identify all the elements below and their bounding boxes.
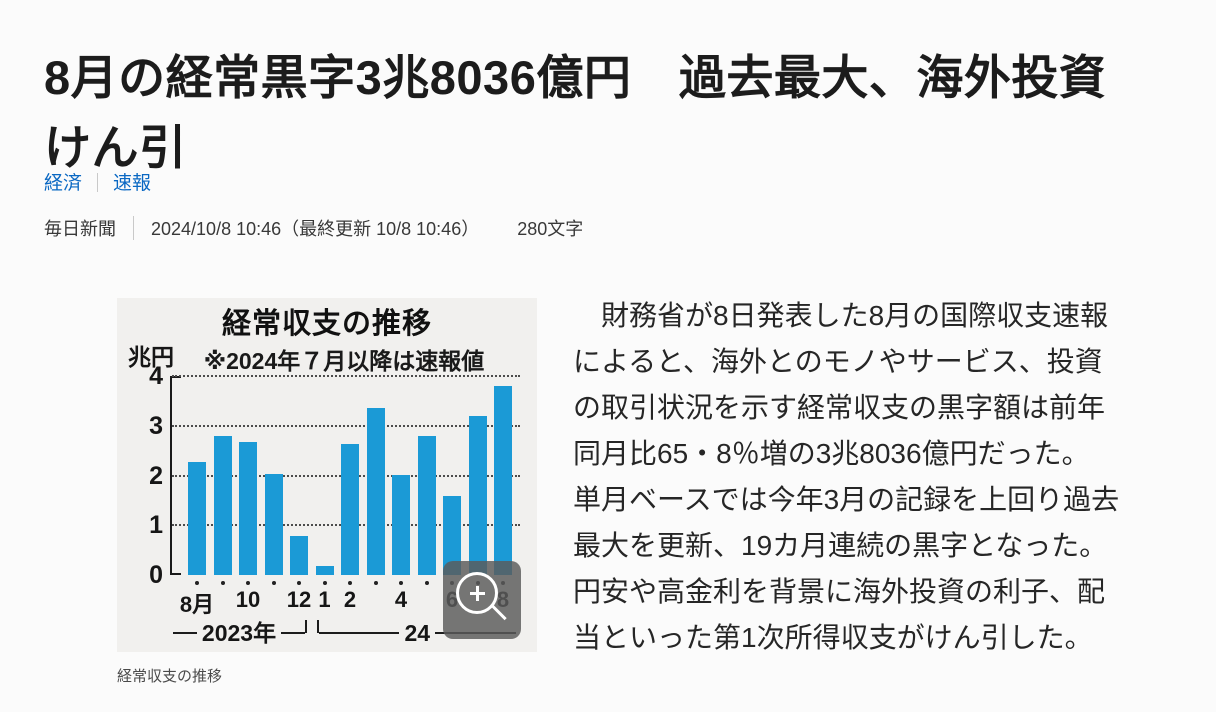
bar [417,435,436,575]
magnifier-plus-icon [456,572,498,614]
y-axis-tick: 4 [149,362,163,390]
zoom-in-button[interactable] [443,561,521,639]
x-axis-tick-label: 10 [235,587,261,612]
category-link-breaking[interactable]: 速報 [113,173,152,194]
article-body: 財務省が8日発表した8月の国際収支速報 によると、海外とのモノやサービス、投資 の取… [573,293,1163,661]
source-name: 毎日新聞 [44,219,116,239]
breadcrumb: 経済 速報 [44,168,151,195]
year-bracket-line [173,632,197,634]
article-text-line: 単月ベースでは今年3月の記録を上回り過去 [573,484,1120,515]
article-text-line: 同月比65・8％増の3兆8036億円だった。 [573,438,1090,469]
x-axis-tick-dot [297,581,301,585]
year-group-bracket: 2023年 [173,620,308,646]
x-axis-tick-label: 4 [394,587,408,612]
byline-separator [133,216,134,240]
x-axis-tick-label: 2 [343,587,357,612]
category-link-economy[interactable]: 経済 [44,173,83,194]
character-count: 280文字 [517,219,584,239]
page-title-line: 8月の経常黒字3兆8036億円 過去最大、海外投資 [44,51,1107,105]
bar [392,474,410,575]
gridline [172,424,520,427]
chart-canvas: 経常収支の推移 ※2024年７月以降は速報値 兆円 0 1 2 3 4 8月 10 12 1 2 4… [117,298,537,652]
y-axis-bottom-cap [170,573,181,575]
bar [494,385,512,575]
gridline [172,375,520,377]
x-axis-tick-dot [424,581,429,585]
article-text-line: 円安や高金利を背景に海外投資の利子、配 [573,576,1106,607]
y-axis-tick: 0 [149,561,163,589]
x-axis-tick-dot [246,581,250,585]
x-axis-tick-label: 12 [286,587,312,612]
bar [213,435,232,575]
bar [239,441,257,575]
publish-timestamp: 2024/10/8 10:46（最終更新 10/8 10:46） [151,219,480,239]
category-separator [97,172,99,192]
year-bracket-line [305,620,308,633]
article-text-line: 当といった第1次所得収支がけん引した。 [573,622,1093,653]
plus-icon-vertical [476,586,479,601]
x-axis-tick-dot [322,581,327,585]
bar [366,408,385,575]
page-title-line: けん引 [44,121,187,175]
article-text-line: によると、海外とのモノやサービス、投資 [573,346,1103,377]
bar [290,536,308,575]
bar [264,474,283,575]
bar [188,461,206,575]
year-group-label: 24 [404,620,431,646]
chart-image[interactable]: 経常収支の推移 ※2024年７月以降は速報値 兆円 0 1 2 3 4 8月 10 12 1 2 4… [117,298,537,652]
figure-caption: 経常収支の推移 [117,668,223,685]
x-axis-tick-dot [271,581,276,585]
y-axis-tick: 3 [149,411,163,440]
x-axis-tick-dot [399,581,403,585]
bar [315,565,334,575]
y-axis-tick: 1 [149,511,163,540]
y-axis-tick: 2 [149,461,163,490]
bar [468,416,487,575]
article-text-line: の取引状況を示す経常収支の黒字額は前年 [573,392,1106,423]
x-axis-tick-label: 1 [318,587,331,612]
page-title: 8月の経常黒字3兆8036億円 過去最大、海外投資 けん引 [44,43,1204,183]
byline: 毎日新聞 2024/10/8 10:46（最終更新 10/8 10:46） 28… [44,215,583,241]
year-group-label: 2023年 [201,620,277,646]
x-axis-tick-dot [373,581,378,585]
x-axis-tick-dot [348,581,352,585]
article-text-line: 最大を更新、19カ月連続の黒字となった。 [573,530,1108,561]
y-axis-top-cap [170,376,181,378]
x-axis-tick-dot [220,581,225,585]
bar [341,443,359,575]
chart-title: 経常収支の推移 [221,308,432,340]
y-axis-unit-label: 兆円 [128,344,174,370]
x-axis-tick-dot [195,581,199,585]
chart-subtitle: ※2024年７月以降は速報値 [203,348,485,374]
year-bracket-line [316,620,319,633]
magnifier-handle [490,603,507,621]
bar [443,495,461,575]
x-axis-tick-label: 8月 [179,592,215,617]
y-axis-line [170,376,172,575]
article-text-line: 財務省が8日発表した8月の国際収支速報 [573,300,1109,331]
year-bracket-line [318,632,400,634]
year-bracket-line [281,632,306,634]
